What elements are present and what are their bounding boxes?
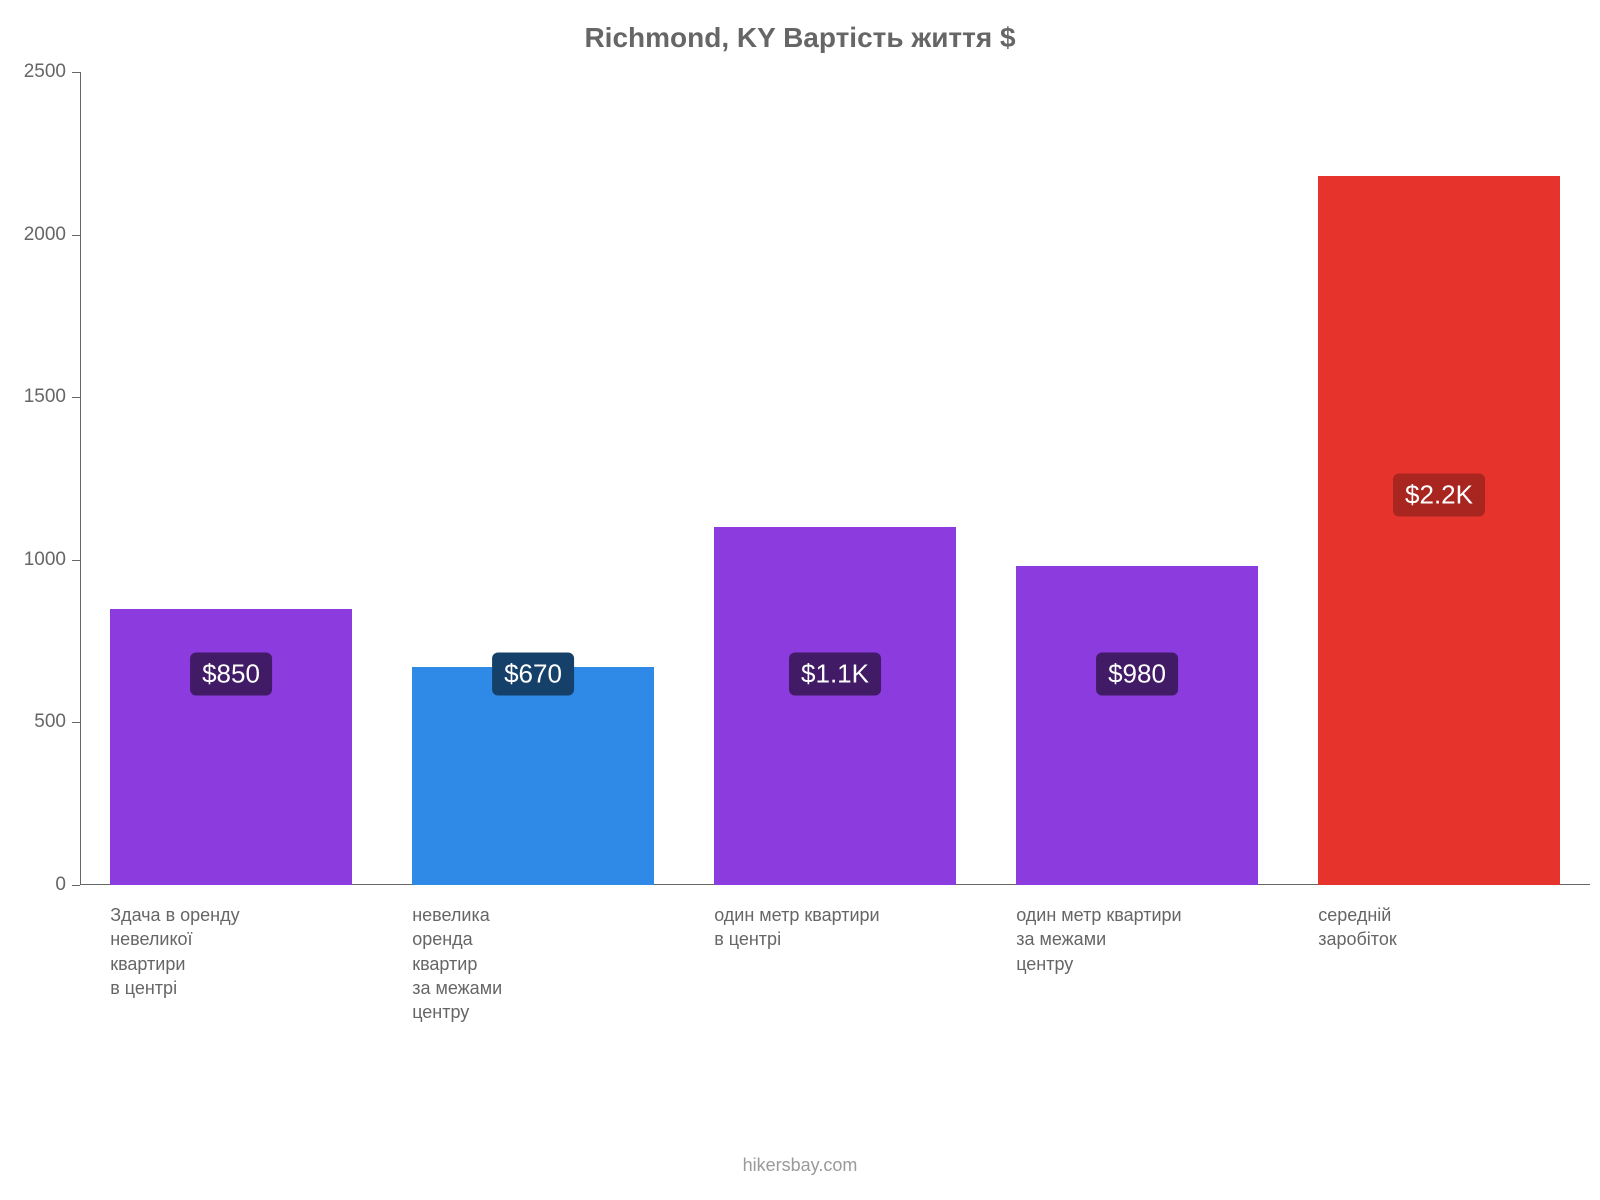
x-category-label: невелика оренда квартир за межами центру [412, 903, 654, 1024]
bar-value-label: $850 [190, 652, 272, 695]
plot-area: 05001000150020002500$850Здача в оренду н… [80, 72, 1590, 885]
cost-of-living-bar-chart: Richmond, KY Вартість життя $ 0500100015… [0, 0, 1600, 1200]
bar [110, 609, 352, 885]
chart-title: Richmond, KY Вартість життя $ [0, 22, 1600, 54]
bar [1016, 566, 1258, 885]
y-tick-mark [72, 560, 80, 561]
y-tick-mark [72, 397, 80, 398]
y-axis-line [80, 72, 81, 885]
bar [714, 527, 956, 885]
y-tick-mark [72, 722, 80, 723]
bar-value-label: $1.1K [789, 652, 881, 695]
chart-credit: hikersbay.com [0, 1155, 1600, 1176]
y-tick-mark [72, 885, 80, 886]
x-category-label: один метр квартири за межами центру [1016, 903, 1258, 976]
bar [412, 667, 654, 885]
y-tick-mark [72, 235, 80, 236]
bar-value-label: $980 [1096, 652, 1178, 695]
bar [1318, 176, 1560, 885]
x-category-label: один метр квартири в центрі [714, 903, 956, 952]
bar-value-label: $2.2K [1393, 473, 1485, 516]
x-category-label: середній заробіток [1318, 903, 1560, 952]
x-category-label: Здача в оренду невеликої квартири в цент… [110, 903, 352, 1000]
bar-value-label: $670 [492, 652, 574, 695]
y-tick-mark [72, 72, 80, 73]
